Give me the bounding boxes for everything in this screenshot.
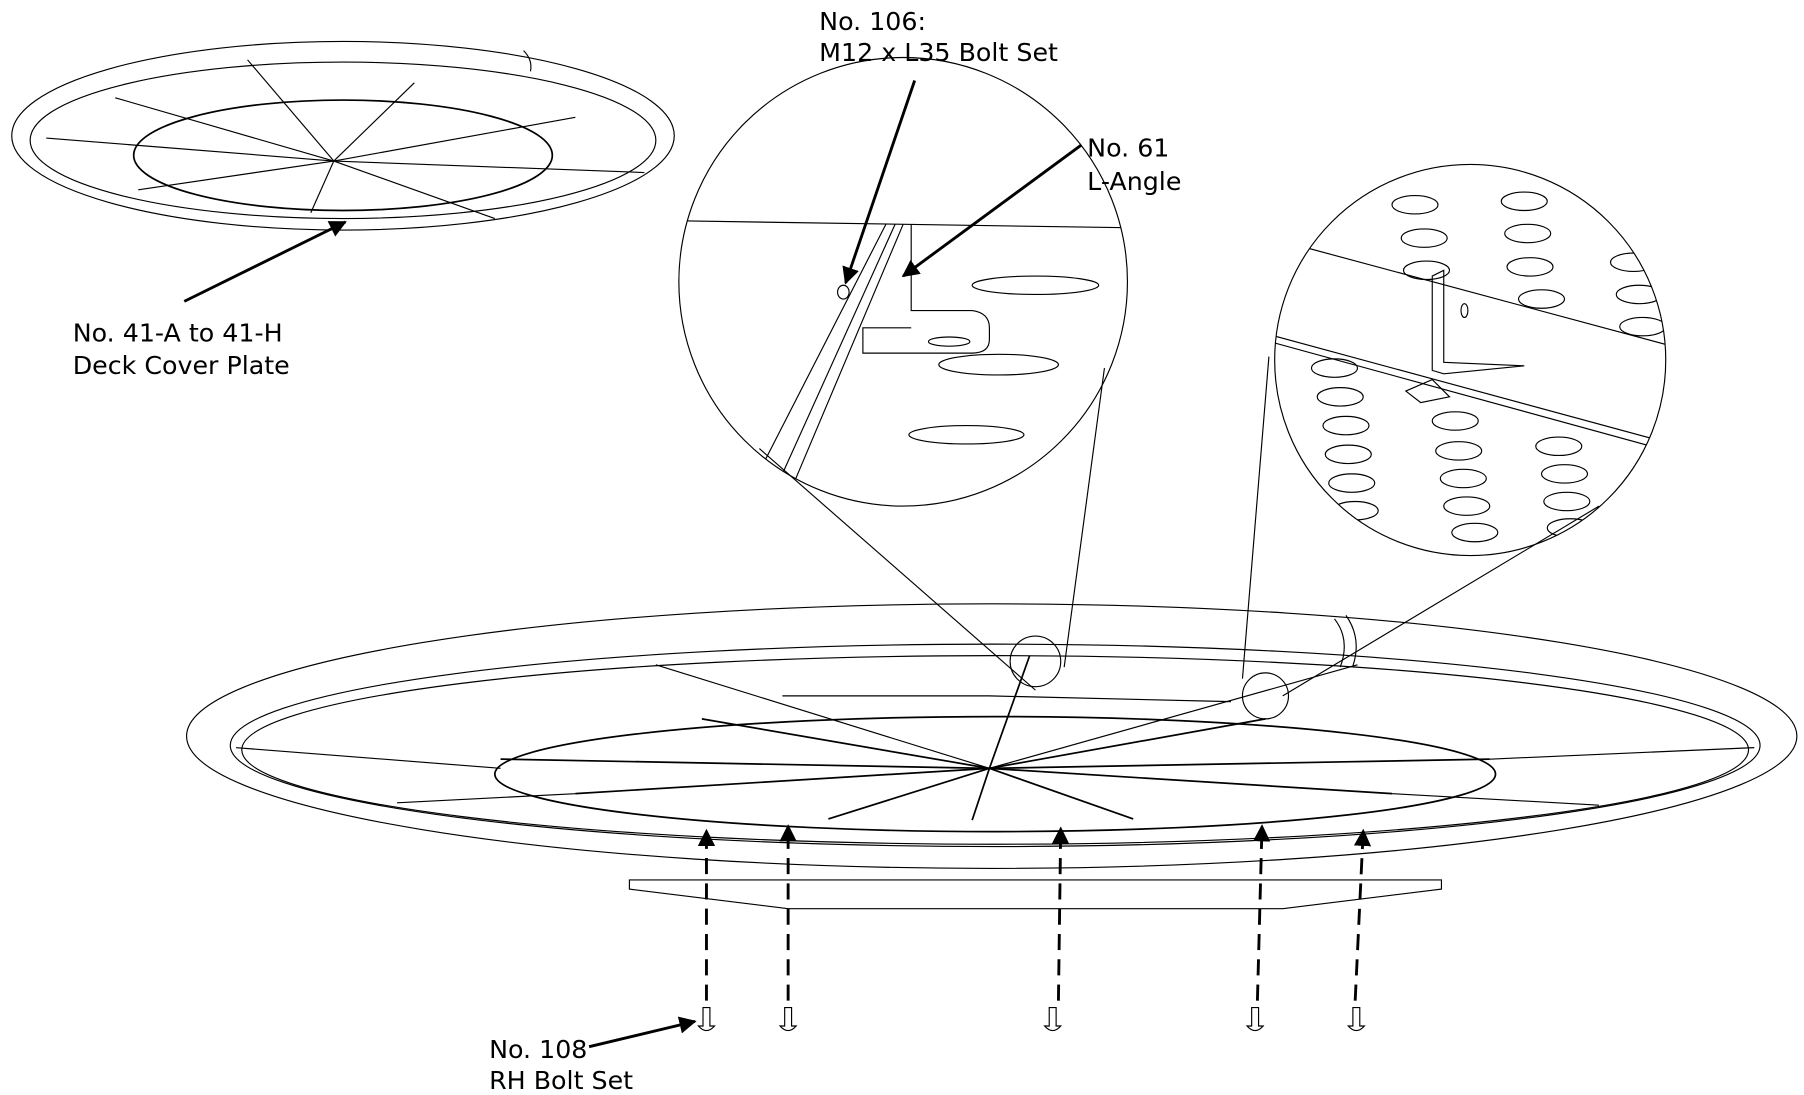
leader-lines (183, 80, 1083, 1049)
callout-number: No. 41-A to 41-H (73, 319, 283, 348)
callout-number: No. 108 (489, 1035, 587, 1064)
callout-description: Deck Cover Plate (73, 351, 290, 380)
bolts (697, 1007, 1366, 1032)
callout-description: M12 x L35 Bolt Set (819, 38, 1058, 67)
callout-number: No. 106: (819, 7, 926, 36)
overview-assembly (11, 40, 675, 231)
main-assembly (185, 603, 1798, 869)
detail-view-angle (678, 56, 1129, 691)
bolt-arrows (697, 824, 1372, 1001)
support-bar (628, 879, 1443, 910)
detail-view-perforation (1241, 163, 1667, 697)
callout-description: RH Bolt Set (489, 1066, 633, 1095)
callout-description: L-Angle (1087, 167, 1181, 196)
callout-number: No. 61 (1087, 133, 1169, 162)
